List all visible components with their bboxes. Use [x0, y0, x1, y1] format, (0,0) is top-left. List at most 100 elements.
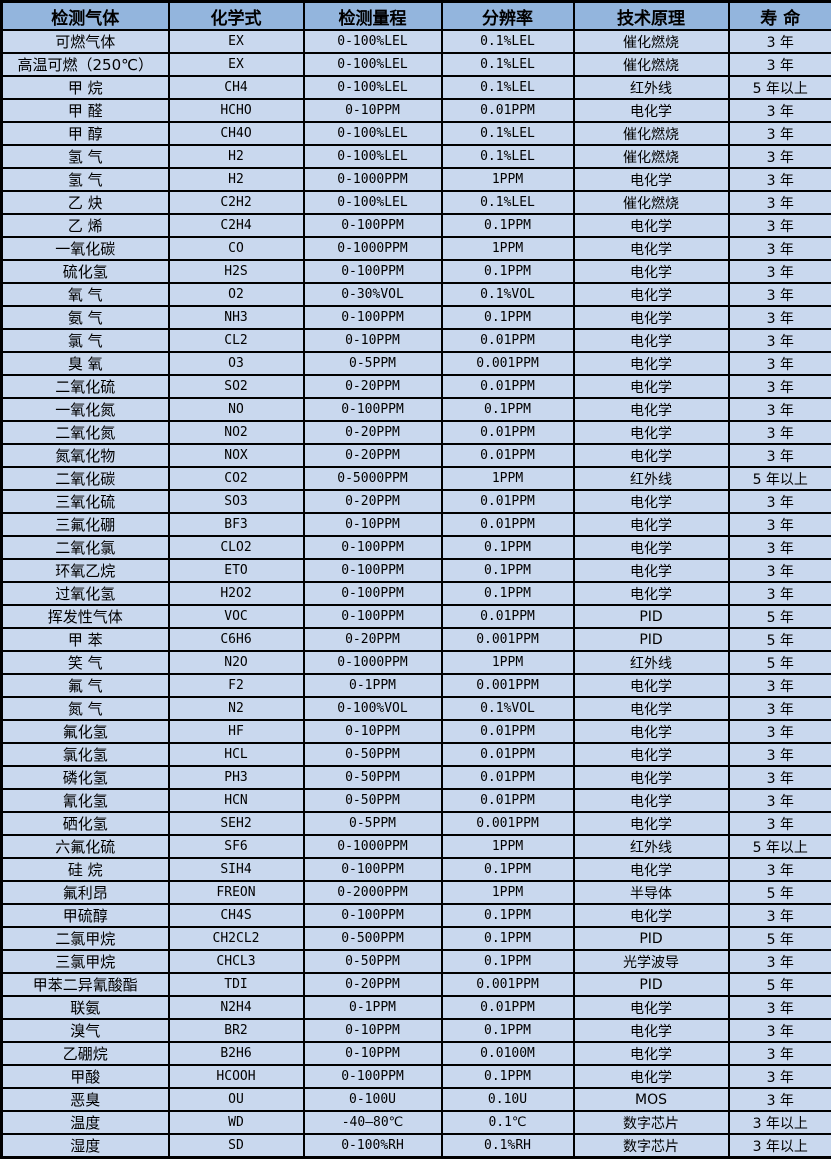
cell-formula: TDI — [169, 973, 304, 996]
cell-gas: 二氧化碳 — [2, 467, 169, 490]
cell-lifespan: 3 年 — [729, 904, 831, 927]
cell-principle: 电化学 — [574, 996, 729, 1019]
cell-resolution: 0.01PPM — [442, 99, 574, 122]
cell-principle: PID — [574, 973, 729, 996]
cell-principle: 电化学 — [574, 490, 729, 513]
cell-resolution: 0.01PPM — [442, 490, 574, 513]
cell-principle: 电化学 — [574, 421, 729, 444]
cell-range: 0-20PPM — [304, 490, 442, 513]
cell-gas: 三氟化硼 — [2, 513, 169, 536]
cell-principle: 半导体 — [574, 881, 729, 904]
cell-range: 0-5000PPM — [304, 467, 442, 490]
cell-resolution: 1PPM — [442, 237, 574, 260]
cell-range: 0-100PPM — [304, 1065, 442, 1088]
cell-lifespan: 3 年 — [729, 122, 831, 145]
cell-range: 0-20PPM — [304, 375, 442, 398]
cell-principle: 电化学 — [574, 858, 729, 881]
cell-gas: 甲 苯 — [2, 628, 169, 651]
cell-range: 0-20PPM — [304, 444, 442, 467]
cell-resolution: 0.01PPM — [442, 766, 574, 789]
cell-formula: HCN — [169, 789, 304, 812]
cell-lifespan: 3 年 — [729, 145, 831, 168]
cell-lifespan: 3 年 — [729, 168, 831, 191]
cell-range: 0-100PPM — [304, 214, 442, 237]
cell-gas: 笑 气 — [2, 651, 169, 674]
cell-principle: 电化学 — [574, 559, 729, 582]
cell-gas: 过氧化氢 — [2, 582, 169, 605]
cell-gas: 一氧化氮 — [2, 398, 169, 421]
cell-resolution: 0.01PPM — [442, 720, 574, 743]
cell-resolution: 0.1PPM — [442, 1019, 574, 1042]
cell-resolution: 0.1PPM — [442, 306, 574, 329]
cell-gas: 氟 气 — [2, 674, 169, 697]
cell-gas: 溴气 — [2, 1019, 169, 1042]
cell-principle: 电化学 — [574, 1042, 729, 1065]
cell-resolution: 0.1%LEL — [442, 145, 574, 168]
cell-principle: 电化学 — [574, 743, 729, 766]
cell-lifespan: 3 年 — [729, 237, 831, 260]
cell-range: 0-100%LEL — [304, 191, 442, 214]
column-header-lifespan: 寿 命 — [729, 2, 831, 31]
cell-range: 0-1PPM — [304, 996, 442, 1019]
cell-gas: 挥发性气体 — [2, 605, 169, 628]
cell-range: 0-100%LEL — [304, 76, 442, 99]
cell-lifespan: 3 年 — [729, 260, 831, 283]
cell-resolution: 0.01PPM — [442, 329, 574, 352]
cell-range: 0-10PPM — [304, 513, 442, 536]
cell-resolution: 0.1PPM — [442, 927, 574, 950]
cell-formula: FREON — [169, 881, 304, 904]
column-header-resolution: 分辨率 — [442, 2, 574, 31]
cell-lifespan: 5 年 — [729, 927, 831, 950]
cell-gas: 可燃气体 — [2, 30, 169, 53]
cell-lifespan: 5 年以上 — [729, 467, 831, 490]
cell-resolution: 0.01PPM — [442, 789, 574, 812]
cell-formula: N2 — [169, 697, 304, 720]
cell-formula: BF3 — [169, 513, 304, 536]
cell-formula: H2O2 — [169, 582, 304, 605]
cell-formula: C6H6 — [169, 628, 304, 651]
cell-formula: HCHO — [169, 99, 304, 122]
cell-range: 0-5PPM — [304, 352, 442, 375]
cell-principle: 电化学 — [574, 812, 729, 835]
cell-formula: H2 — [169, 168, 304, 191]
cell-range: 0-100PPM — [304, 582, 442, 605]
cell-lifespan: 5 年以上 — [729, 76, 831, 99]
cell-resolution: 0.01PPM — [442, 605, 574, 628]
cell-range: 0-100PPM — [304, 858, 442, 881]
cell-lifespan: 3 年 — [729, 444, 831, 467]
cell-resolution: 0.1PPM — [442, 214, 574, 237]
cell-formula: SO2 — [169, 375, 304, 398]
cell-lifespan: 3 年 — [729, 674, 831, 697]
cell-lifespan: 3 年 — [729, 352, 831, 375]
cell-gas: 硅 烷 — [2, 858, 169, 881]
cell-formula: NOX — [169, 444, 304, 467]
cell-formula: H2 — [169, 145, 304, 168]
cell-lifespan: 3 年 — [729, 720, 831, 743]
cell-lifespan: 3 年 — [729, 421, 831, 444]
cell-formula: PH3 — [169, 766, 304, 789]
cell-resolution: 0.1%LEL — [442, 30, 574, 53]
cell-lifespan: 3 年 — [729, 1088, 831, 1111]
column-header-range: 检测量程 — [304, 2, 442, 31]
cell-lifespan: 3 年 — [729, 513, 831, 536]
cell-gas: 乙 炔 — [2, 191, 169, 214]
cell-resolution: 1PPM — [442, 651, 574, 674]
cell-formula: SO3 — [169, 490, 304, 513]
cell-resolution: 0.1PPM — [442, 559, 574, 582]
cell-lifespan: 3 年 — [729, 697, 831, 720]
cell-principle: 电化学 — [574, 789, 729, 812]
